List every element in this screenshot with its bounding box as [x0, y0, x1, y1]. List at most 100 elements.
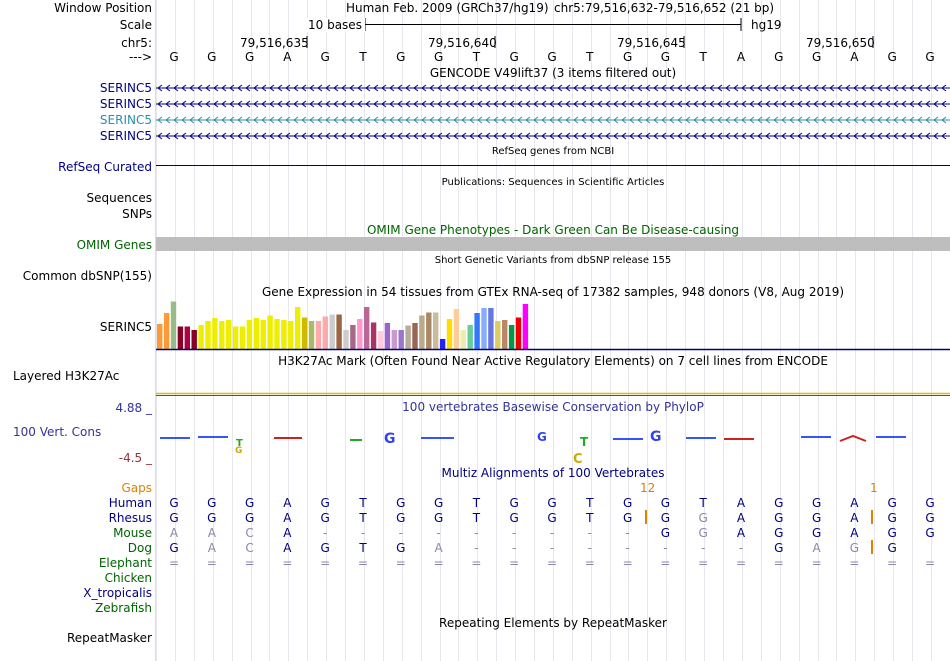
alignment-base: G: [774, 526, 784, 540]
strand-chevron: [501, 132, 507, 140]
gencode-label-2[interactable]: SERINC5: [99, 97, 152, 111]
multiz-title: Multiz Alignments of 100 Vertebrates: [441, 466, 665, 480]
strand-chevron: [165, 116, 171, 124]
strand-chevron: [301, 100, 307, 108]
gap-count-2: 1: [870, 481, 878, 495]
alignment-base: =: [735, 556, 747, 570]
gtex-tissue-bar: [308, 321, 315, 349]
strand-chevron: [941, 116, 947, 124]
gencode-label-3[interactable]: SERINC5: [99, 113, 152, 127]
strand-chevron: [645, 100, 651, 108]
reference-base: G: [925, 50, 935, 64]
gtex-title: Gene Expression in 54 tissues from GTEx …: [261, 285, 845, 299]
strand-chevron: [381, 84, 387, 92]
strand-chevron: [669, 100, 675, 108]
gencode-label-1[interactable]: SERINC5: [99, 81, 152, 95]
strand-chevron: [597, 84, 603, 92]
omim-gene-bar[interactable]: [156, 237, 950, 251]
scale-text: 10 bases: [305, 18, 365, 32]
alignment-base: G: [887, 526, 897, 540]
publications-label[interactable]: Sequences: [86, 191, 152, 205]
strand-chevron: [445, 84, 451, 92]
strand-chevron: [901, 100, 907, 108]
strand-chevron: [349, 84, 355, 92]
strand-chevron: [549, 100, 555, 108]
strand-chevron: [173, 100, 179, 108]
strand-chevron: [293, 132, 299, 140]
strand-chevron: [309, 100, 315, 108]
strand-chevron: [917, 84, 923, 92]
snps-label[interactable]: SNPs: [122, 207, 152, 221]
refseq-label[interactable]: RefSeq Curated: [58, 160, 152, 174]
strand-chevron: [781, 84, 787, 92]
strand-chevron: [261, 116, 267, 124]
gtex-bar-chart[interactable]: [156, 299, 950, 351]
strand-chevron: [661, 132, 667, 140]
h3k27ac-signal[interactable]: [156, 392, 950, 398]
reference-base: G: [396, 50, 406, 64]
strand-chevron: [933, 116, 939, 124]
gtex-tissue-bar: [260, 320, 266, 349]
strand-chevron: [365, 116, 371, 124]
strand-chevron: [925, 100, 931, 108]
alignment-base: =: [698, 556, 709, 570]
phylop-label[interactable]: 100 Vert. Cons: [13, 425, 102, 439]
strand-chevron: [693, 116, 699, 124]
alignment-base: -: [474, 541, 479, 555]
refseq-line[interactable]: [156, 159, 950, 173]
strand-chevron: [613, 116, 619, 124]
alignment-base: G: [849, 541, 860, 555]
strand-chevron: [909, 116, 915, 124]
strand-chevron: [565, 132, 571, 140]
strand-chevron: [549, 132, 555, 140]
strand-chevron: [253, 132, 259, 140]
alignment-base: -: [474, 526, 479, 540]
strand-chevron: [197, 116, 203, 124]
gtex-label[interactable]: SERINC5: [99, 320, 152, 334]
track-image-area[interactable]: Human Feb. 2009 (GRCh37/hg19) chr5:79,51…: [156, 0, 950, 661]
strand-chevron: [285, 116, 291, 124]
species-zebrafish-label: Zebrafish: [95, 601, 152, 615]
dbsnp-label[interactable]: Common dbSNP(155): [22, 269, 152, 283]
strand-chevron: [245, 116, 251, 124]
alignment-base: =: [357, 556, 369, 570]
alignment-base: T: [586, 511, 594, 525]
strand-chevron: [709, 100, 715, 108]
strand-chevron: [821, 100, 827, 108]
strand-chevron: [229, 116, 235, 124]
repeatmasker-label[interactable]: RepeatMasker: [66, 631, 152, 645]
gtex-tissue-bar: [377, 331, 384, 349]
strand-chevron: [301, 132, 307, 140]
gtex-tissue-bar: [460, 330, 466, 349]
strand-chevron: [389, 84, 395, 92]
strand-chevron: [773, 132, 779, 140]
alignment-base: -: [587, 541, 592, 555]
gencode-transcripts[interactable]: [156, 82, 950, 146]
alignment-base: =: [282, 556, 293, 570]
strand-chevron: [493, 116, 499, 124]
phylop-logo[interactable]: T G G G T C G: [156, 424, 950, 467]
strand-chevron: [693, 132, 699, 140]
strand-chevron: [213, 116, 219, 124]
alignment-base: A: [850, 511, 859, 525]
strand-chevron: [709, 132, 715, 140]
strand-chevron: [453, 84, 459, 92]
omim-label[interactable]: OMIM Genes: [76, 238, 152, 252]
strand-chevron: [437, 100, 443, 108]
strand-chevron: [477, 100, 483, 108]
gtex-tissue-bar: [439, 339, 446, 349]
strand-chevron: [941, 84, 947, 92]
strand-chevron: [925, 84, 931, 92]
alignment-base: A: [736, 496, 746, 510]
strand-chevron: [557, 84, 563, 92]
gtex-tissue-bar: [267, 315, 273, 349]
strand-chevron: [685, 84, 691, 92]
gencode-label-4[interactable]: SERINC5: [99, 129, 152, 143]
alignment-base: G: [169, 496, 179, 510]
gtex-tissue-bar: [191, 330, 197, 349]
repeatmasker-title: Repeating Elements by RepeatMasker: [439, 616, 667, 630]
h3k27ac-label[interactable]: Layered H3K27Ac: [13, 369, 120, 383]
coord-2: 79,516,640: [428, 36, 497, 50]
omim-title: OMIM Gene Phenotypes - Dark Green Can Be…: [366, 223, 740, 237]
strand-chevron: [493, 84, 499, 92]
